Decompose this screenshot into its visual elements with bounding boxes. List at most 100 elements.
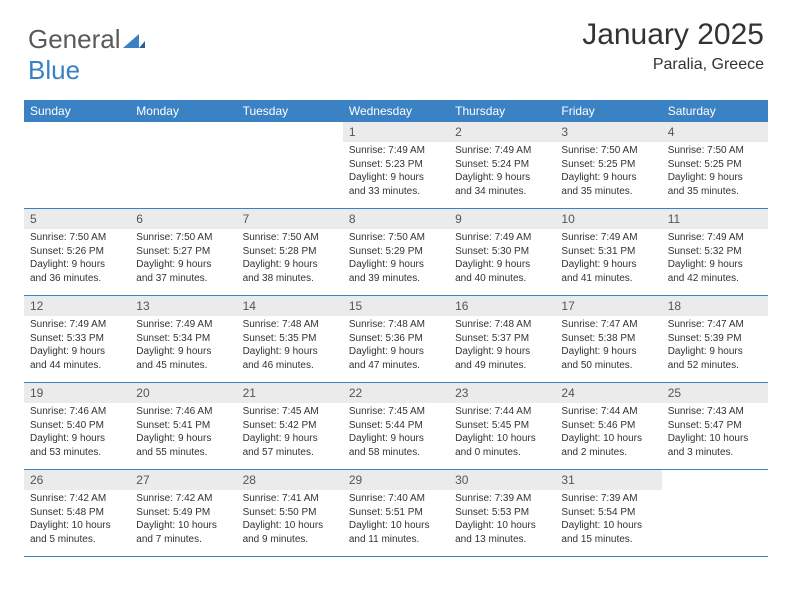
sunset-line: Sunset: 5:49 PM xyxy=(136,506,230,520)
cell-body: Sunrise: 7:50 AMSunset: 5:25 PMDaylight:… xyxy=(555,144,661,202)
sunset-line: Sunset: 5:35 PM xyxy=(243,332,337,346)
cell-body: Sunrise: 7:50 AMSunset: 5:27 PMDaylight:… xyxy=(130,231,236,289)
sunrise-line: Sunrise: 7:47 AM xyxy=(668,318,762,332)
brand-triangle-icon xyxy=(123,24,145,55)
sunset-line: Sunset: 5:36 PM xyxy=(349,332,443,346)
calendar-cell: 29Sunrise: 7:40 AMSunset: 5:51 PMDayligh… xyxy=(343,470,449,556)
cell-body: Sunrise: 7:42 AMSunset: 5:49 PMDaylight:… xyxy=(130,492,236,550)
cell-body: Sunrise: 7:50 AMSunset: 5:26 PMDaylight:… xyxy=(24,231,130,289)
calendar-cell: 22Sunrise: 7:45 AMSunset: 5:44 PMDayligh… xyxy=(343,383,449,469)
daylight-line: Daylight: 9 hours and 38 minutes. xyxy=(243,258,337,285)
daylight-line: Daylight: 10 hours and 13 minutes. xyxy=(455,519,549,546)
day-header: Friday xyxy=(555,100,661,122)
day-number: 5 xyxy=(24,209,130,229)
sunset-line: Sunset: 5:32 PM xyxy=(668,245,762,259)
day-header: Sunday xyxy=(24,100,130,122)
sunrise-line: Sunrise: 7:41 AM xyxy=(243,492,337,506)
calendar-cell: 3Sunrise: 7:50 AMSunset: 5:25 PMDaylight… xyxy=(555,122,661,208)
cell-body: Sunrise: 7:49 AMSunset: 5:32 PMDaylight:… xyxy=(662,231,768,289)
sunset-line: Sunset: 5:28 PM xyxy=(243,245,337,259)
cell-body: Sunrise: 7:49 AMSunset: 5:24 PMDaylight:… xyxy=(449,144,555,202)
daylight-line: Daylight: 10 hours and 7 minutes. xyxy=(136,519,230,546)
cell-body: Sunrise: 7:48 AMSunset: 5:35 PMDaylight:… xyxy=(237,318,343,376)
daylight-line: Daylight: 9 hours and 39 minutes. xyxy=(349,258,443,285)
day-number: 13 xyxy=(130,296,236,316)
cell-body: Sunrise: 7:39 AMSunset: 5:54 PMDaylight:… xyxy=(555,492,661,550)
brand-part1: General xyxy=(28,24,121,54)
day-number xyxy=(130,122,236,142)
day-number: 4 xyxy=(662,122,768,142)
sunset-line: Sunset: 5:27 PM xyxy=(136,245,230,259)
brand-part2: Blue xyxy=(28,55,80,85)
day-number: 25 xyxy=(662,383,768,403)
day-header: Saturday xyxy=(662,100,768,122)
day-number: 30 xyxy=(449,470,555,490)
day-header: Thursday xyxy=(449,100,555,122)
sunrise-line: Sunrise: 7:48 AM xyxy=(349,318,443,332)
sunrise-line: Sunrise: 7:44 AM xyxy=(561,405,655,419)
sunset-line: Sunset: 5:34 PM xyxy=(136,332,230,346)
daylight-line: Daylight: 9 hours and 40 minutes. xyxy=(455,258,549,285)
sunrise-line: Sunrise: 7:44 AM xyxy=(455,405,549,419)
cell-body: Sunrise: 7:45 AMSunset: 5:42 PMDaylight:… xyxy=(237,405,343,463)
sunset-line: Sunset: 5:51 PM xyxy=(349,506,443,520)
daylight-line: Daylight: 9 hours and 46 minutes. xyxy=(243,345,337,372)
sunrise-line: Sunrise: 7:43 AM xyxy=(668,405,762,419)
calendar-cell: 25Sunrise: 7:43 AMSunset: 5:47 PMDayligh… xyxy=(662,383,768,469)
month-title: January 2025 xyxy=(582,18,764,52)
daylight-line: Daylight: 9 hours and 33 minutes. xyxy=(349,171,443,198)
day-number: 19 xyxy=(24,383,130,403)
cell-body: Sunrise: 7:49 AMSunset: 5:23 PMDaylight:… xyxy=(343,144,449,202)
day-number: 10 xyxy=(555,209,661,229)
sunset-line: Sunset: 5:23 PM xyxy=(349,158,443,172)
cell-body: Sunrise: 7:48 AMSunset: 5:36 PMDaylight:… xyxy=(343,318,449,376)
sunset-line: Sunset: 5:47 PM xyxy=(668,419,762,433)
sunset-line: Sunset: 5:25 PM xyxy=(561,158,655,172)
sunrise-line: Sunrise: 7:47 AM xyxy=(561,318,655,332)
sunrise-line: Sunrise: 7:50 AM xyxy=(136,231,230,245)
sunrise-line: Sunrise: 7:45 AM xyxy=(243,405,337,419)
day-number: 29 xyxy=(343,470,449,490)
daylight-line: Daylight: 9 hours and 35 minutes. xyxy=(561,171,655,198)
day-headers-row: SundayMondayTuesdayWednesdayThursdayFrid… xyxy=(24,100,768,122)
brand-logo: GeneralBlue xyxy=(28,24,145,86)
sunset-line: Sunset: 5:45 PM xyxy=(455,419,549,433)
sunset-line: Sunset: 5:38 PM xyxy=(561,332,655,346)
sunset-line: Sunset: 5:50 PM xyxy=(243,506,337,520)
cell-body: Sunrise: 7:49 AMSunset: 5:31 PMDaylight:… xyxy=(555,231,661,289)
sunrise-line: Sunrise: 7:40 AM xyxy=(349,492,443,506)
daylight-line: Daylight: 10 hours and 9 minutes. xyxy=(243,519,337,546)
sunset-line: Sunset: 5:48 PM xyxy=(30,506,124,520)
calendar-cell: 10Sunrise: 7:49 AMSunset: 5:31 PMDayligh… xyxy=(555,209,661,295)
cell-body: Sunrise: 7:44 AMSunset: 5:46 PMDaylight:… xyxy=(555,405,661,463)
cell-body: Sunrise: 7:50 AMSunset: 5:28 PMDaylight:… xyxy=(237,231,343,289)
sunrise-line: Sunrise: 7:50 AM xyxy=(30,231,124,245)
calendar-cell: 2Sunrise: 7:49 AMSunset: 5:24 PMDaylight… xyxy=(449,122,555,208)
cell-body: Sunrise: 7:45 AMSunset: 5:44 PMDaylight:… xyxy=(343,405,449,463)
day-number: 8 xyxy=(343,209,449,229)
day-number: 7 xyxy=(237,209,343,229)
week-row: 1Sunrise: 7:49 AMSunset: 5:23 PMDaylight… xyxy=(24,122,768,209)
calendar-cell: 26Sunrise: 7:42 AMSunset: 5:48 PMDayligh… xyxy=(24,470,130,556)
calendar-cell xyxy=(130,122,236,208)
calendar-cell: 18Sunrise: 7:47 AMSunset: 5:39 PMDayligh… xyxy=(662,296,768,382)
sunrise-line: Sunrise: 7:46 AM xyxy=(30,405,124,419)
sunrise-line: Sunrise: 7:42 AM xyxy=(136,492,230,506)
sunrise-line: Sunrise: 7:49 AM xyxy=(668,231,762,245)
calendar-cell: 5Sunrise: 7:50 AMSunset: 5:26 PMDaylight… xyxy=(24,209,130,295)
day-number: 16 xyxy=(449,296,555,316)
sunset-line: Sunset: 5:41 PM xyxy=(136,419,230,433)
sunrise-line: Sunrise: 7:50 AM xyxy=(243,231,337,245)
day-number: 28 xyxy=(237,470,343,490)
calendar-cell: 11Sunrise: 7:49 AMSunset: 5:32 PMDayligh… xyxy=(662,209,768,295)
daylight-line: Daylight: 9 hours and 47 minutes. xyxy=(349,345,443,372)
sunrise-line: Sunrise: 7:49 AM xyxy=(30,318,124,332)
week-row: 26Sunrise: 7:42 AMSunset: 5:48 PMDayligh… xyxy=(24,470,768,557)
sunset-line: Sunset: 5:25 PM xyxy=(668,158,762,172)
daylight-line: Daylight: 10 hours and 5 minutes. xyxy=(30,519,124,546)
daylight-line: Daylight: 9 hours and 49 minutes. xyxy=(455,345,549,372)
week-row: 5Sunrise: 7:50 AMSunset: 5:26 PMDaylight… xyxy=(24,209,768,296)
calendar-cell: 17Sunrise: 7:47 AMSunset: 5:38 PMDayligh… xyxy=(555,296,661,382)
day-number: 1 xyxy=(343,122,449,142)
daylight-line: Daylight: 9 hours and 42 minutes. xyxy=(668,258,762,285)
